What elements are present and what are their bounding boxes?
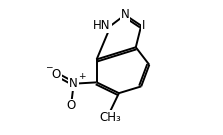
- Text: −: −: [45, 62, 52, 71]
- Text: O: O: [52, 68, 61, 81]
- Text: +: +: [78, 72, 85, 81]
- Text: N: N: [69, 77, 78, 90]
- Text: HN: HN: [93, 19, 111, 32]
- Text: CH₃: CH₃: [99, 111, 121, 124]
- Text: N: N: [121, 8, 129, 21]
- Text: O: O: [66, 99, 76, 112]
- Text: I: I: [142, 19, 145, 32]
